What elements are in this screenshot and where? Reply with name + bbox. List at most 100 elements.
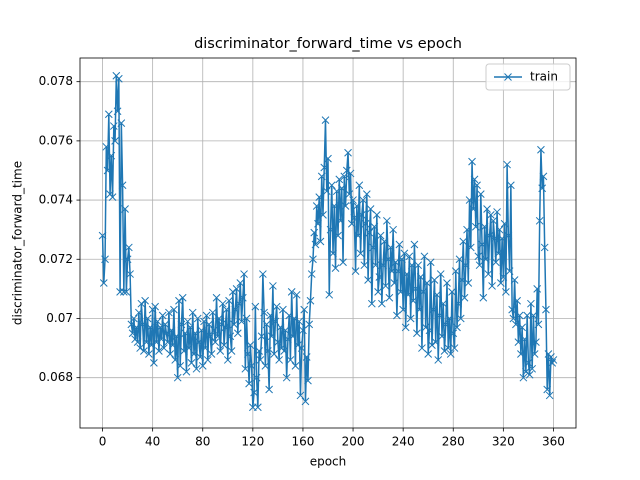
data-marker	[499, 273, 508, 281]
data-marker	[543, 385, 552, 394]
data-marker	[270, 350, 278, 358]
data-marker	[514, 338, 523, 347]
data-marker	[186, 323, 195, 332]
data-marker	[136, 344, 144, 352]
data-marker	[289, 332, 297, 341]
data-marker	[238, 293, 247, 302]
data-marker	[302, 353, 311, 361]
data-marker	[367, 299, 376, 308]
data-marker	[319, 211, 327, 219]
data-marker	[310, 228, 319, 237]
data-marker	[446, 350, 455, 358]
data-marker	[337, 184, 346, 193]
data-marker	[414, 261, 423, 270]
x-tick-label: 160	[291, 435, 314, 449]
data-marker	[443, 279, 451, 287]
data-marker	[481, 255, 490, 264]
data-marker	[296, 391, 305, 400]
data-marker	[127, 320, 136, 329]
data-marker	[317, 172, 326, 181]
data-marker	[196, 353, 205, 361]
data-marker	[403, 270, 411, 278]
data-marker	[166, 350, 175, 358]
data-marker	[376, 231, 385, 240]
data-marker	[259, 270, 267, 278]
data-marker	[375, 273, 384, 281]
data-marker	[236, 279, 245, 287]
data-marker	[107, 151, 116, 160]
data-marker	[191, 329, 200, 338]
data-marker	[484, 270, 493, 278]
data-marker	[379, 261, 387, 270]
data-marker	[339, 258, 347, 267]
data-marker	[271, 317, 280, 326]
data-marker	[307, 270, 316, 278]
data-marker	[426, 258, 435, 267]
data-marker	[549, 356, 558, 364]
data-marker	[197, 326, 206, 335]
data-marker	[474, 252, 483, 261]
data-marker	[370, 222, 379, 231]
data-marker	[518, 323, 526, 332]
data-marker	[269, 282, 277, 290]
data-marker	[352, 202, 361, 210]
data-marker	[366, 205, 375, 213]
data-marker	[207, 350, 216, 358]
data-marker	[140, 347, 148, 355]
data-marker	[512, 320, 520, 329]
data-marker	[527, 299, 535, 308]
data-marker	[350, 213, 359, 222]
data-marker	[539, 172, 548, 181]
data-marker	[535, 216, 544, 225]
data-marker	[500, 219, 509, 228]
data-marker	[331, 264, 340, 273]
data-marker	[362, 190, 371, 199]
data-marker	[103, 166, 112, 175]
data-marker	[312, 202, 321, 210]
data-marker	[155, 347, 163, 355]
data-marker	[520, 335, 529, 344]
data-marker	[262, 320, 271, 329]
data-marker	[381, 282, 390, 290]
x-tick-label: 240	[392, 435, 415, 449]
data-marker	[267, 332, 276, 341]
data-marker	[361, 219, 370, 228]
y-tick-label: 0.068	[39, 370, 73, 384]
data-marker	[336, 216, 345, 225]
data-marker	[230, 320, 238, 329]
data-marker	[505, 267, 514, 275]
data-marker	[509, 314, 518, 323]
data-marker	[200, 317, 208, 326]
data-marker	[365, 228, 374, 237]
data-marker	[420, 252, 429, 261]
data-marker	[342, 166, 351, 175]
data-marker	[137, 299, 146, 308]
data-marker	[286, 356, 295, 364]
data-marker	[475, 261, 484, 270]
data-marker	[173, 373, 182, 382]
data-marker	[314, 219, 322, 228]
data-marker	[102, 142, 111, 151]
data-marker	[374, 287, 382, 296]
data-marker	[524, 359, 533, 367]
data-marker	[203, 356, 212, 364]
data-marker	[360, 261, 369, 270]
legend-marker	[504, 73, 512, 81]
data-marker	[187, 359, 196, 367]
data-marker	[390, 279, 399, 287]
data-marker	[157, 335, 166, 344]
data-marker	[356, 249, 365, 258]
data-marker	[316, 237, 325, 246]
data-marker	[116, 287, 124, 296]
data-marker	[450, 344, 459, 352]
data-marker	[423, 279, 431, 287]
data-marker	[222, 305, 231, 314]
data-marker	[351, 267, 360, 275]
data-marker	[345, 190, 354, 199]
data-marker	[413, 329, 421, 338]
data-marker	[418, 344, 426, 352]
data-marker	[246, 341, 255, 349]
data-marker	[463, 225, 471, 234]
data-marker	[465, 196, 474, 204]
